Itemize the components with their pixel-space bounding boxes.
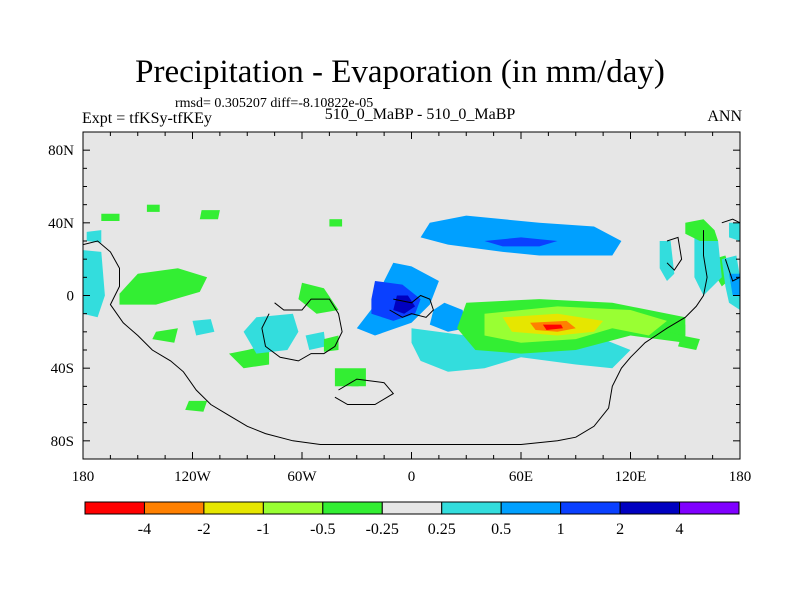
y-tick-label: 40S xyxy=(51,361,74,377)
contour-region-far-east-green-0 xyxy=(685,219,719,241)
x-tick-label: 60W xyxy=(287,469,317,485)
experiment-label: Expt = tfKSy-tfKEy xyxy=(82,110,212,127)
colorbar-swatch xyxy=(560,501,621,515)
colorbar-swatch xyxy=(679,501,740,515)
x-tick-label: 180 xyxy=(72,469,95,485)
contour-region-north-atlantic-green-1-0 xyxy=(146,204,160,212)
colorbar-label: -2 xyxy=(197,521,210,538)
contour-region-east-pacific-cyan-2 xyxy=(659,241,675,281)
contour-region-tropical-cyan-patches-0 xyxy=(83,250,105,318)
colorbar-label: -1 xyxy=(257,521,270,538)
y-tick-label: 40N xyxy=(48,216,74,232)
contour-fills xyxy=(83,204,740,412)
colorbar-swatch xyxy=(84,501,145,515)
colorbar-label: 0.5 xyxy=(491,521,511,538)
y-tick-label: 80N xyxy=(48,143,74,159)
contour-region-north-pacific-darkblue-0 xyxy=(484,237,558,247)
contour-region-north-atlantic-green-1-1 xyxy=(101,213,120,221)
x-tick-label: 0 xyxy=(408,469,416,485)
colorbar-swatch xyxy=(619,501,681,515)
colorbar-swatch xyxy=(203,501,264,515)
case-label: 510_0_MaBP - 510_0_MaBP xyxy=(324,106,516,123)
contour-region-southern-green-rings-0 xyxy=(298,282,339,314)
contour-region-indian-ocean-blue-1-1 xyxy=(429,302,467,332)
colorbar-swatch xyxy=(143,501,205,515)
colorbar-label: 4 xyxy=(676,521,684,538)
colorbar-label: 0.25 xyxy=(428,521,456,538)
colorbar-swatch xyxy=(381,501,443,515)
contour-region-southern-green-rings-1 xyxy=(323,335,339,352)
x-tick-label: 180 xyxy=(729,469,752,485)
colorbar-swatch xyxy=(322,501,383,515)
y-tick-label: 80S xyxy=(51,434,74,450)
coastlines xyxy=(83,218,740,445)
chart-title: Precipitation - Evaporation (in mm/day) xyxy=(135,54,665,90)
contour-region-east-pacific-cyan-0 xyxy=(694,231,722,296)
coastline-1 xyxy=(261,298,343,362)
contour-region-tropical-cyan-patches-4 xyxy=(192,319,215,336)
colorbar-swatch xyxy=(441,501,502,515)
colorbar-swatch xyxy=(262,501,324,515)
colorbar-swatch xyxy=(500,501,562,515)
colorbar-label: -0.5 xyxy=(310,521,335,538)
contour-region-tropical-cyan-patches-2 xyxy=(243,313,299,354)
contour-region-pacific-green-band-3 xyxy=(185,400,208,412)
coastline-4 xyxy=(721,218,740,282)
contour-region-east-pacific-green-1 xyxy=(678,335,700,350)
contour-region-tropical-cyan-patches-3 xyxy=(305,331,326,350)
x-tick-label: 60E xyxy=(509,469,533,485)
x-tick-label: 120E xyxy=(615,469,647,485)
coastline-0 xyxy=(83,230,708,445)
season-label: ANN xyxy=(707,108,742,125)
contour-region-north-pacific-blue-0 xyxy=(420,215,622,256)
axis-ticks: 180 120W 60W 0 60E 120E 180 80N 40N 0 40S 80S xyxy=(48,131,752,485)
contour-region-tropical-cyan-patches-1 xyxy=(86,230,102,243)
contour-region-north-atlantic-green-1-2 xyxy=(199,210,220,220)
chart-subtitle: rmsd= 0.305207 diff=-8.10822e-05 xyxy=(175,96,374,111)
colorbar-label: -4 xyxy=(138,521,151,538)
colorbar: -4 -2 -1 -0.5 -0.25 0.25 0.5 1 2 4 xyxy=(84,501,740,538)
contour-region-western-red-0 xyxy=(542,324,563,330)
contour-region-western-green-1-1 xyxy=(334,368,366,387)
contour-region-pacific-green-band-2 xyxy=(152,328,178,343)
contour-region-north-atlantic-green-1-3 xyxy=(329,219,343,227)
x-tick-label: 120W xyxy=(174,469,212,485)
contour-region-far-east-cyan-0 xyxy=(729,222,740,241)
coastline-2 xyxy=(389,294,434,318)
colorbar-label: 2 xyxy=(616,521,624,538)
colorbar-label: 1 xyxy=(557,521,565,538)
coastline-5 xyxy=(666,236,683,271)
contour-region-pacific-green-band-0 xyxy=(119,268,208,305)
colorbar-label: -0.25 xyxy=(366,521,399,538)
coastline-3 xyxy=(334,378,395,405)
y-tick-label: 0 xyxy=(67,289,75,305)
